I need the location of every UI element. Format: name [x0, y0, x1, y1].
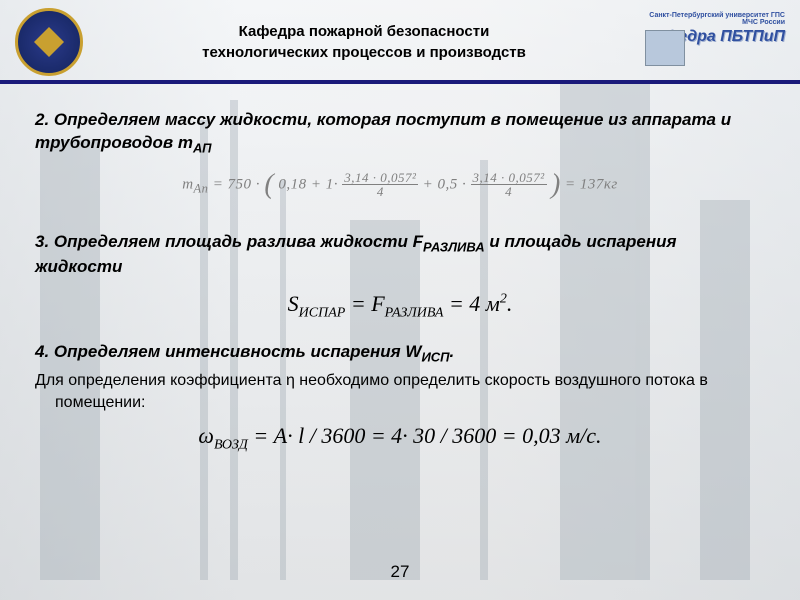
section3-formula: SИСПАР = FРАЗЛИВА = 4 м2.: [35, 291, 765, 321]
university-emblem-icon: [15, 8, 83, 76]
page-number: 27: [0, 562, 800, 582]
section4-intro: Для определения коэффициента η необходим…: [35, 370, 765, 415]
section2-heading: 2. Определяем массу жидкости, которая по…: [35, 109, 765, 157]
slide-body: 2. Определяем массу жидкости, которая по…: [0, 84, 800, 463]
section4-formula: ωВОЗД = А· l / 3600 = 4· 30 / 3600 = 0,0…: [35, 423, 765, 453]
header-title: Кафедра пожарной безопасности технологич…: [83, 21, 645, 63]
header-line1: Кафедра пожарной безопасности: [239, 23, 490, 40]
header: Кафедра пожарной безопасности технологич…: [0, 0, 800, 84]
slide-content: Кафедра пожарной безопасности технологич…: [0, 0, 800, 463]
building-icon: [645, 30, 685, 66]
logo-right-subtitle: Санкт-Петербургский университет ГПС МЧС …: [645, 12, 785, 26]
department-logo: Санкт-Петербургский университет ГПС МЧС …: [645, 12, 785, 72]
section2-formula: mАп = 750 · ( 0,18 + 1· 3,14 · 0,057²4 +…: [35, 169, 765, 201]
header-line2: технологических процессов и производств: [202, 44, 526, 61]
section3-heading: 3. Определяем площадь разлива жидкости F…: [35, 231, 765, 279]
section4-heading: 4. Определяем интенсивность испарения WИ…: [35, 341, 765, 366]
